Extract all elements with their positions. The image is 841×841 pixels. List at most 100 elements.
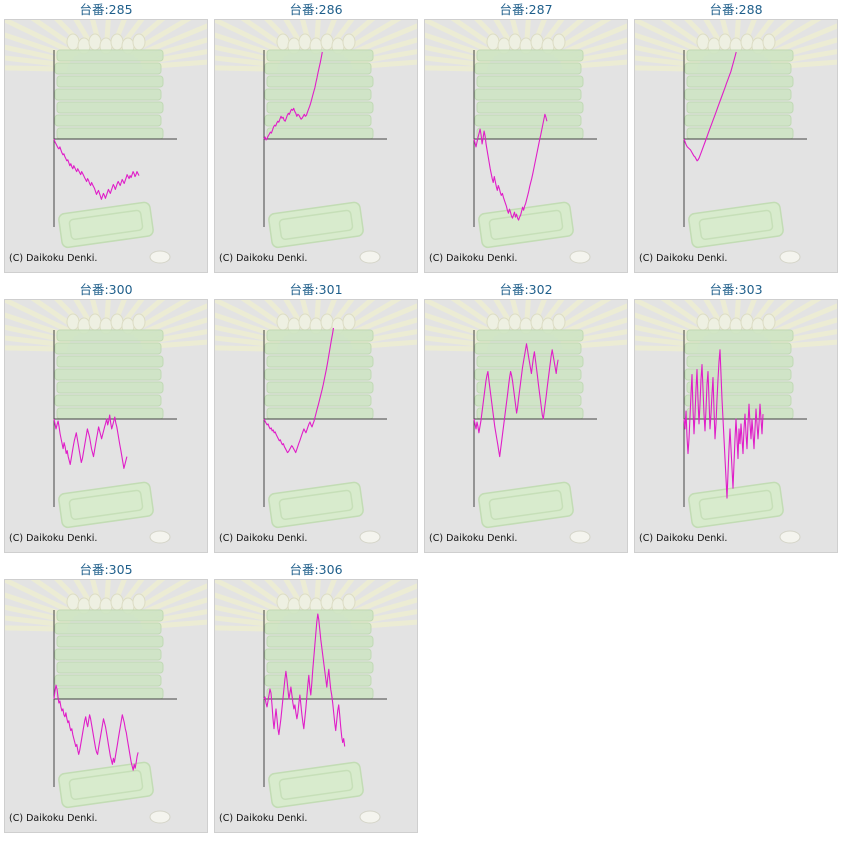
box-stack <box>54 49 164 140</box>
coin-icon <box>359 810 381 824</box>
coin-icon <box>569 530 591 544</box>
machine-number-title[interactable]: 台番:286 <box>289 2 343 17</box>
machine-graph-panel[interactable]: 台番:305 (C) Daikoku Denki. <box>4 560 208 836</box>
copyright-text: (C) Daikoku Denki. <box>429 533 518 544</box>
slump-line-series <box>263 613 346 747</box>
tray-artwork <box>478 201 574 249</box>
slump-graph <box>425 300 627 544</box>
slump-graph <box>215 20 417 264</box>
machine-artwork <box>5 300 207 544</box>
machine-number-title[interactable]: 台番:301 <box>289 282 343 297</box>
machine-number-title[interactable]: 台番:305 <box>79 562 133 577</box>
slump-line-series <box>53 684 139 771</box>
machine-graph-panel[interactable]: 台番:300 (C) Daikoku Denki. <box>4 280 208 556</box>
copyright-text: (C) Daikoku Denki. <box>639 253 728 264</box>
slump-graph <box>5 580 207 824</box>
machine-graph-panel[interactable]: 台番:287 (C) Daikoku Denki. <box>424 0 628 276</box>
machine-artwork <box>425 20 627 264</box>
slump-line-series <box>473 113 548 221</box>
slump-line-series <box>683 349 764 499</box>
tray-artwork <box>58 761 154 809</box>
tray-artwork <box>688 481 784 529</box>
coin-icon <box>779 530 801 544</box>
tray-artwork <box>268 481 364 529</box>
coin-pile <box>66 313 146 335</box>
tray-artwork <box>58 201 154 249</box>
graph-area: (C) Daikoku Denki. <box>424 19 628 273</box>
machine-artwork <box>215 20 417 264</box>
machine-artwork <box>635 20 837 264</box>
machine-number-title[interactable]: 台番:303 <box>709 282 763 297</box>
machine-graph-panel[interactable]: 台番:301 (C) Daikoku Denki. <box>214 280 418 556</box>
slump-graph <box>215 300 417 544</box>
coin-icon <box>149 810 171 824</box>
machine-graph-panel[interactable]: 台番:306 (C) Daikoku Denki. <box>214 560 418 836</box>
graph-area: (C) Daikoku Denki. <box>634 299 838 553</box>
coin-icon <box>359 250 381 264</box>
copyright-text: (C) Daikoku Denki. <box>219 533 308 544</box>
tray-artwork <box>688 201 784 249</box>
machine-number-title[interactable]: 台番:302 <box>499 282 553 297</box>
coin-icon <box>149 250 171 264</box>
machine-artwork <box>215 580 417 824</box>
box-stack <box>264 609 374 700</box>
machine-artwork <box>5 580 207 824</box>
graph-area: (C) Daikoku Denki. <box>424 299 628 553</box>
machine-number-title[interactable]: 台番:306 <box>289 562 343 577</box>
coin-icon <box>569 250 591 264</box>
copyright-text: (C) Daikoku Denki. <box>219 813 308 824</box>
graph-area: (C) Daikoku Denki. <box>634 19 838 273</box>
box-stack <box>54 609 164 700</box>
tray-artwork <box>478 481 574 529</box>
box-stack <box>54 329 164 420</box>
coin-icon <box>149 530 171 544</box>
machine-graph-panel[interactable]: 台番:302 (C) Daikoku Denki. <box>424 280 628 556</box>
slump-graph <box>5 300 207 544</box>
coin-pile <box>66 593 146 615</box>
machine-artwork <box>635 300 837 544</box>
coin-pile <box>66 33 146 55</box>
coin-icon <box>779 250 801 264</box>
tray-artwork <box>268 201 364 249</box>
slump-line-series <box>263 51 323 141</box>
slump-graph <box>635 300 837 544</box>
coin-pile <box>696 313 776 335</box>
box-stack <box>264 49 374 140</box>
copyright-text: (C) Daikoku Denki. <box>219 253 308 264</box>
slump-line-series <box>473 343 559 458</box>
graph-area: (C) Daikoku Denki. <box>4 579 208 833</box>
tray-artwork <box>268 761 364 809</box>
copyright-text: (C) Daikoku Denki. <box>639 533 728 544</box>
graph-area: (C) Daikoku Denki. <box>214 299 418 553</box>
graph-area: (C) Daikoku Denki. <box>214 19 418 273</box>
machine-number-title[interactable]: 台番:300 <box>79 282 133 297</box>
slump-line-series <box>53 138 140 200</box>
machine-number-title[interactable]: 台番:287 <box>499 2 553 17</box>
machine-graph-panel[interactable]: 台番:303 (C) Daikoku Denki. <box>634 280 838 556</box>
coin-icon <box>359 530 381 544</box>
slump-line-series <box>53 414 128 469</box>
machine-artwork <box>215 300 417 544</box>
machine-graph-panel[interactable]: 台番:288 (C) Daikoku Denki. <box>634 0 838 276</box>
slump-graph <box>635 20 837 264</box>
machine-graph-panel[interactable]: 台番:286 (C) Daikoku Denki. <box>214 0 418 276</box>
coin-pile <box>696 33 776 55</box>
box-stack <box>264 329 374 420</box>
box-stack <box>474 49 584 140</box>
machine-graph-panel[interactable]: 台番:285 (C) Daikoku Denki. <box>4 0 208 276</box>
copyright-text: (C) Daikoku Denki. <box>9 253 98 264</box>
copyright-text: (C) Daikoku Denki. <box>429 253 518 264</box>
graph-area: (C) Daikoku Denki. <box>4 299 208 553</box>
slump-graph <box>5 20 207 264</box>
machine-number-title[interactable]: 台番:285 <box>79 2 133 17</box>
machine-artwork <box>425 300 627 544</box>
slump-line-series <box>263 327 335 454</box>
tray-artwork <box>58 481 154 529</box>
slump-graph <box>215 580 417 824</box>
slump-graph <box>425 20 627 264</box>
copyright-text: (C) Daikoku Denki. <box>9 533 98 544</box>
machine-number-title[interactable]: 台番:288 <box>709 2 763 17</box>
box-stack <box>684 49 794 140</box>
graph-area: (C) Daikoku Denki. <box>214 579 418 833</box>
slump-line-series <box>683 51 737 162</box>
